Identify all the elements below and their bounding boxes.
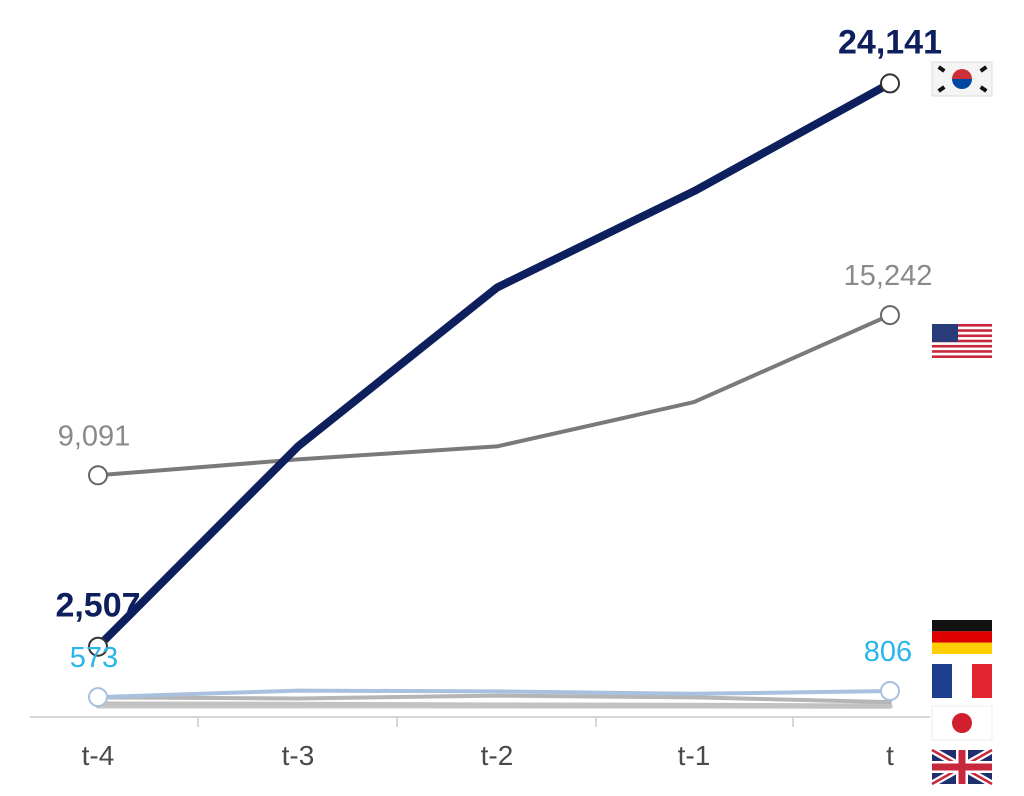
korea-flag-icon — [931, 61, 993, 97]
data-point-deu — [880, 681, 900, 701]
data-point-kor — [88, 636, 108, 657]
usa-flag-icon — [932, 324, 992, 358]
data-label-usa-last: 15,242 — [844, 260, 933, 292]
data-point-usa — [88, 465, 108, 486]
data-label-usa-first: 9,091 — [58, 420, 131, 452]
series-line-deu — [96, 688, 892, 700]
data-label-deu-first: 573 — [70, 642, 118, 674]
france-flag-icon — [932, 664, 992, 698]
japan-flag-icon — [931, 705, 993, 741]
data-label-kor-first: 2,507 — [55, 587, 140, 625]
data-labels: 2,507 24,141 9,091 15,242 573 806 — [55, 23, 942, 674]
data-point-usa — [880, 305, 900, 326]
data-label-kor-last: 24,141 — [838, 23, 942, 61]
series-line-kor — [94, 79, 894, 651]
x-tick-label: t-3 — [282, 740, 315, 771]
x-tick-label: t-1 — [678, 740, 711, 771]
germany-flag-icon — [932, 620, 992, 654]
data-point-kor — [880, 73, 900, 94]
series-lines — [94, 79, 894, 709]
series-line-usa — [96, 313, 892, 478]
series-line-jpn — [95, 701, 893, 709]
x-tick-label: t — [886, 740, 894, 771]
data-label-deu-last: 806 — [864, 636, 912, 668]
country-flags — [930, 61, 994, 788]
series-line-fra — [96, 693, 892, 705]
x-tick-label: t-2 — [481, 740, 514, 771]
x-tick-label: t-4 — [82, 740, 115, 771]
series-markers — [88, 73, 900, 708]
data-point-deu — [88, 687, 108, 708]
x-axis: t-4 t-3 t-2 t-1 t — [30, 716, 930, 771]
uk-flag-icon — [930, 746, 994, 788]
